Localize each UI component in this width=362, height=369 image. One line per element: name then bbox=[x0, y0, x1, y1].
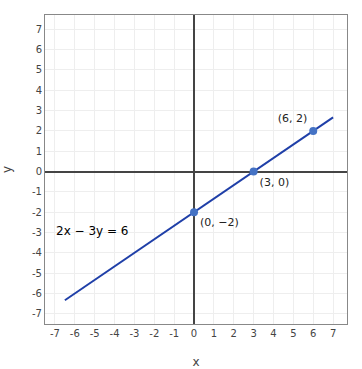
svg-text:-6: -6 bbox=[70, 328, 80, 339]
svg-text:(3, 0): (3, 0) bbox=[260, 176, 290, 189]
svg-text:7: 7 bbox=[330, 328, 336, 339]
svg-text:-3: -3 bbox=[32, 227, 42, 238]
svg-text:-5: -5 bbox=[32, 268, 42, 279]
svg-text:(0, −2): (0, −2) bbox=[200, 216, 239, 229]
svg-text:0: 0 bbox=[191, 328, 197, 339]
svg-text:2x − 3y = 6: 2x − 3y = 6 bbox=[56, 224, 128, 238]
svg-text:4: 4 bbox=[270, 328, 276, 339]
svg-text:-2: -2 bbox=[149, 328, 159, 339]
svg-text:2: 2 bbox=[231, 328, 237, 339]
svg-text:-2: -2 bbox=[32, 207, 42, 218]
svg-text:6: 6 bbox=[36, 44, 42, 55]
svg-text:-7: -7 bbox=[32, 308, 42, 319]
svg-text:-1: -1 bbox=[32, 186, 42, 197]
svg-text:6: 6 bbox=[310, 328, 316, 339]
svg-text:-4: -4 bbox=[110, 328, 120, 339]
svg-text:x: x bbox=[192, 355, 199, 369]
svg-text:2: 2 bbox=[36, 125, 42, 136]
svg-text:-4: -4 bbox=[32, 247, 42, 258]
svg-text:4: 4 bbox=[36, 85, 42, 96]
svg-text:0: 0 bbox=[36, 166, 42, 177]
svg-text:5: 5 bbox=[290, 328, 296, 339]
svg-text:-1: -1 bbox=[169, 328, 179, 339]
svg-text:-6: -6 bbox=[32, 288, 42, 299]
svg-text:7: 7 bbox=[36, 24, 42, 35]
svg-text:-3: -3 bbox=[129, 328, 139, 339]
svg-text:3: 3 bbox=[36, 105, 42, 116]
svg-text:5: 5 bbox=[36, 64, 42, 75]
svg-text:(6, 2): (6, 2) bbox=[278, 112, 308, 125]
svg-text:1: 1 bbox=[211, 328, 217, 339]
svg-text:y: y bbox=[0, 166, 14, 173]
svg-text:-7: -7 bbox=[50, 328, 60, 339]
svg-text:3: 3 bbox=[250, 328, 256, 339]
svg-text:-5: -5 bbox=[90, 328, 100, 339]
svg-text:1: 1 bbox=[36, 146, 42, 157]
